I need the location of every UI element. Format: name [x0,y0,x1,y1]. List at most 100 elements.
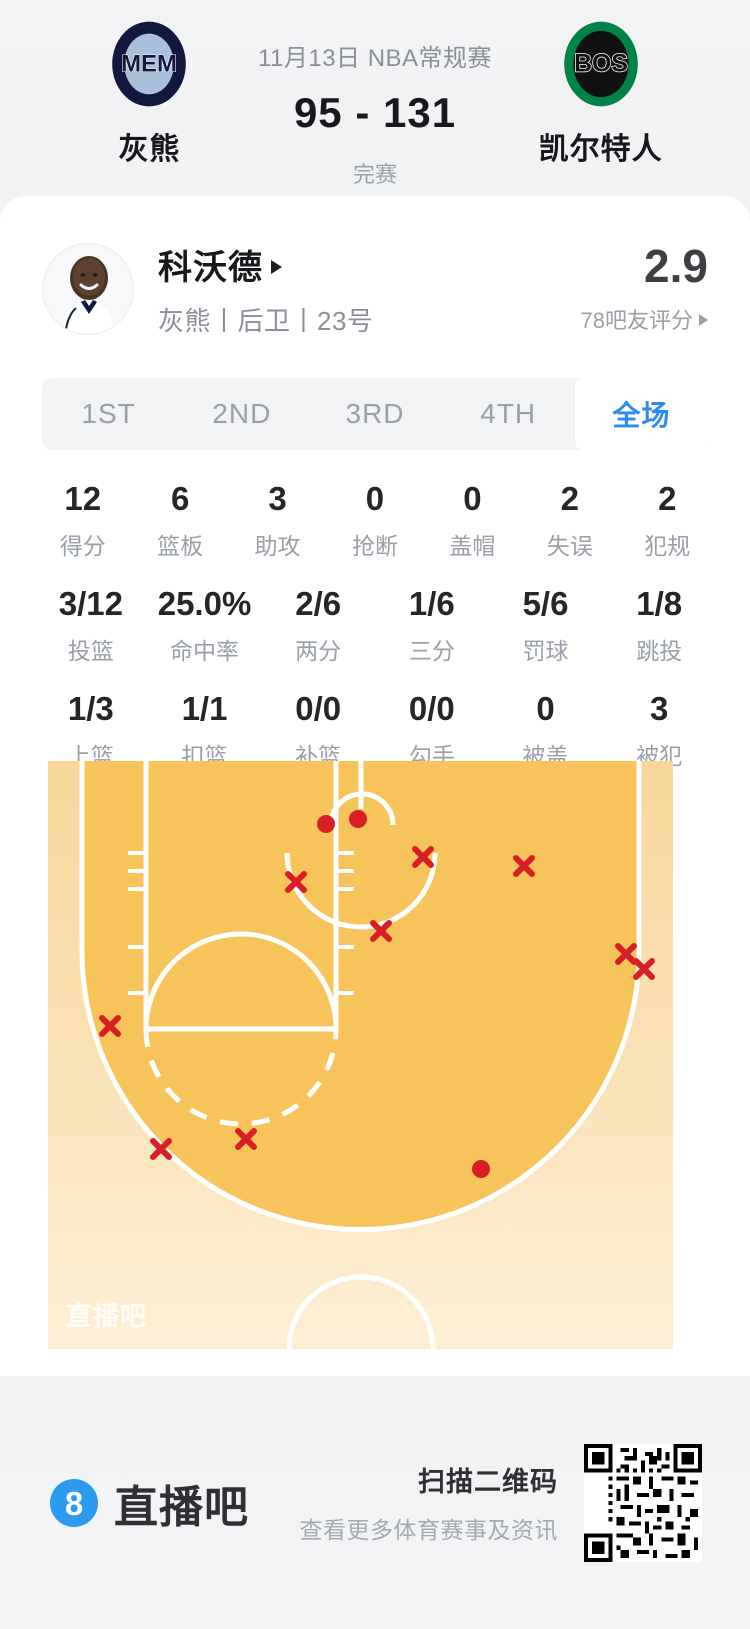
shot-marker-miss [285,871,307,893]
stat-value: 0 [536,690,555,727]
chevron-right-icon [271,259,282,274]
away-team-name: 凯尔特人 [538,133,663,166]
stats-row-basic: 12 得分 6 篮板 3 助攻 0 抢断 0 盖帽 2 失误 [0,480,750,561]
footer-bar: 8 直播吧 扫描二维码 查看更多体育赛事及资讯 [0,1376,750,1629]
final-score: 95 - 131 [293,89,457,136]
stat-free-throws: 5/6 罚球 [489,585,603,666]
stat-tip-ins: 0/0 补篮 [261,690,375,771]
stat-label: 命中率 [170,638,239,664]
stat-value: 1/8 [636,585,683,622]
tab-1st[interactable]: 1ST [81,398,136,429]
stat-label: 跳投 [636,638,683,664]
stat-label: 失误 [546,533,593,559]
shot-chart: 直播吧 [48,761,673,1349]
zhibo8-logo-icon: 8 [50,1478,98,1527]
stat-label: 犯规 [644,533,691,559]
stat-value: 2/6 [295,585,342,622]
scoreboard: MEM 灰熊 11月13日 NBA常规赛 95 - 131 完赛 BOS 凯尔特… [0,0,750,196]
tab-3rd[interactable]: 3RD [345,398,405,429]
stat-value: 6 [170,480,190,517]
player-header: 科沃德 灰熊丨后卫丨23号 2.9 78吧友评分 [0,196,750,338]
stat-jump-shots: 1/8 跳投 [602,585,716,666]
stat-label: 得分 [59,533,106,559]
shot-marker-miss [99,1015,121,1037]
stat-value: 3 [268,480,287,517]
stat-fg-percent: 25.0% 命中率 [148,585,262,666]
shot-marker-miss [412,846,434,868]
stat-hook-shots: 0/0 勾手 [375,690,489,771]
stat-two-points: 2/6 两分 [261,585,375,666]
stat-value: 0/0 [295,690,342,727]
stat-points: 12 得分 [34,480,131,561]
stat-blocked: 0 被盖 [489,690,603,771]
stat-value: 0 [365,480,385,517]
stat-label: 两分 [295,638,342,664]
score-center: 11月13日 NBA常规赛 95 - 131 完赛 [239,18,512,189]
rating-value: 2.9 [644,240,708,292]
stat-three-points: 1/6 三分 [375,585,489,666]
shot-marker-miss [513,855,535,877]
basketball-court-graphic [48,761,673,1349]
stat-label: 三分 [408,638,455,664]
stat-value: 0 [463,480,482,517]
stat-label: 抢断 [351,533,398,559]
tab-full-game[interactable]: 全场 [574,378,708,450]
stat-value: 1/6 [408,585,455,622]
stat-value: 2 [658,480,677,517]
shot-marker-miss [615,943,637,965]
memphis-grizzlies-logo-icon: MEM [112,21,187,107]
svg-text:MEM: MEM [121,50,177,77]
shot-marker-miss-group [99,846,655,1160]
shot-marker-made [349,810,367,828]
rating-label-row: 78吧友评分 [581,303,708,335]
stat-value: 2 [560,480,579,517]
player-stats-card: 科沃德 灰熊丨后卫丨23号 2.9 78吧友评分 1ST 2ND 3RD 4TH… [0,196,750,1376]
scan-subtitle: 查看更多体育赛事及资讯 [299,1517,558,1543]
match-status: 完赛 [352,162,397,187]
stat-layups: 1/3 上篮 [34,690,148,771]
qr-code-icon[interactable] [584,1443,702,1562]
boston-celtics-logo-icon: BOS [563,21,638,107]
stat-value: 25.0% [157,585,252,622]
shot-marker-miss [150,1138,172,1160]
player-name-row[interactable]: 科沃德 [158,240,581,289]
stat-dunks: 1/1 扣篮 [148,690,262,771]
rating-label: 78吧友评分 [580,308,693,333]
stat-steals: 0 抢断 [326,480,423,561]
stat-value: 1/1 [181,690,228,727]
svg-text:8: 8 [65,1485,83,1522]
shot-marker-miss [370,920,392,942]
stat-label: 助攻 [254,533,301,559]
stat-label: 篮板 [157,533,204,559]
brand-name: 直播吧 [114,1482,249,1532]
tab-2nd[interactable]: 2ND [212,398,272,429]
shot-markers [99,810,655,1178]
court-watermark: 直播吧 [66,1301,148,1331]
player-rating[interactable]: 2.9 78吧友评分 [581,243,708,335]
player-name: 科沃德 [158,249,263,287]
stats-row-shot-types: 1/3 上篮 1/1 扣篮 0/0 补篮 0/0 勾手 0 被盖 3 被犯 [0,690,750,771]
stat-fouls-drawn: 3 被犯 [602,690,716,771]
svg-text:BOS: BOS [574,50,628,77]
stat-value: 5/6 [522,585,569,622]
shot-marker-miss [235,1128,257,1150]
stat-turnovers: 2 失误 [521,480,618,561]
avatar-portrait-icon [43,244,133,334]
player-info: 科沃德 灰熊丨后卫丨23号 [158,240,581,338]
stat-value: 1/3 [67,690,114,727]
stat-fouls: 2 犯规 [619,480,716,561]
home-team-name: 灰熊 [118,133,181,166]
stats-row-shooting: 3/12 投篮 25.0% 命中率 2/6 两分 1/6 三分 5/6 罚球 1… [0,585,750,666]
stat-value: 0/0 [408,690,455,727]
away-team: BOS 凯尔特人 [511,18,690,168]
stat-blocks: 0 盖帽 [424,480,521,561]
tab-4th[interactable]: 4TH [480,398,537,429]
shot-marker-miss [633,958,655,980]
scan-title: 扫描二维码 [418,1467,558,1497]
stat-label: 罚球 [522,638,569,664]
stat-field-goals: 3/12 投篮 [34,585,148,666]
stat-assists: 3 助攻 [229,480,326,561]
stat-label: 投篮 [67,638,114,664]
chevron-right-small-icon [699,314,708,326]
